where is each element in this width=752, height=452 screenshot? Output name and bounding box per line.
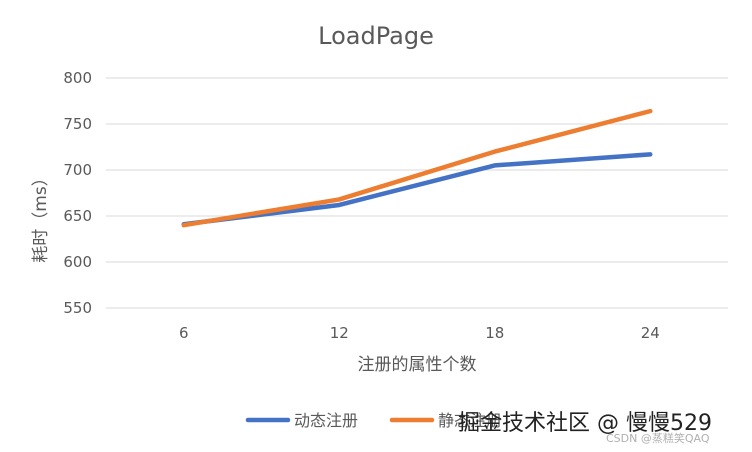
series-lines	[181, 108, 653, 228]
legend-label-1: 动态注册	[294, 411, 358, 430]
y-tick-label: 650	[63, 207, 92, 225]
chart-title: LoadPage	[318, 22, 434, 50]
legend: 动态注册 静态注册	[245, 411, 502, 430]
gridlines	[106, 77, 728, 309]
x-tick-label: 6	[179, 324, 189, 342]
x-axis-title: 注册的属性个数	[358, 355, 477, 375]
y-tick-label: 800	[63, 69, 92, 87]
y-tick-label: 550	[63, 299, 92, 317]
watermark-main: 掘金技术社区 @ 慢慢529	[458, 411, 712, 436]
legend-label-2: 静态注册	[438, 411, 502, 430]
y-tick-labels: 550 600 650 700 750 800	[63, 69, 92, 317]
x-tick-label: 24	[641, 324, 660, 342]
x-tick-label: 18	[485, 324, 504, 342]
series-line-2	[181, 108, 653, 228]
x-tick-labels: 6 12 18 24	[179, 324, 660, 342]
y-tick-label: 750	[63, 115, 92, 133]
y-tick-label: 600	[63, 253, 92, 271]
y-axis-title: 耗时（ms）	[31, 169, 51, 262]
y-tick-label: 700	[63, 161, 92, 179]
x-tick-label: 12	[330, 324, 349, 342]
watermark-sub: CSDN @蒸糕笑QAQ	[606, 432, 710, 445]
series-line-1	[181, 152, 653, 227]
